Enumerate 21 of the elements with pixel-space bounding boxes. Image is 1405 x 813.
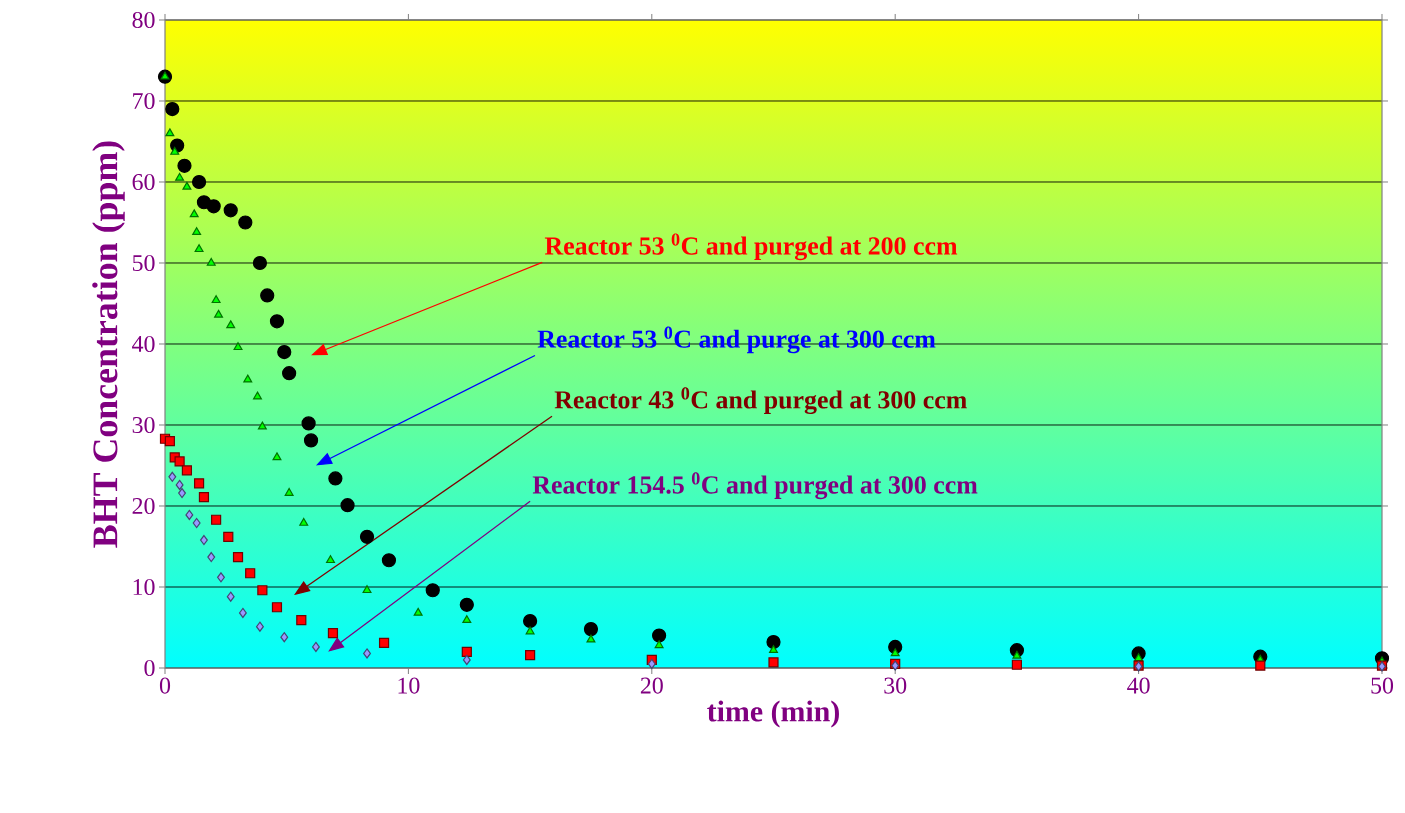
x-tick-label: 40 [1127,677,1150,694]
x-tick-label: 10 [398,677,420,694]
x-tick-label: 30 [884,677,907,694]
y-tick-label: 30 [132,416,155,434]
x-tick-label: 0 [159,677,171,694]
annotation: Reactor 53 $^{0}$C and purged at 200 ccm [544,233,958,261]
y-tick-label: 40 [132,335,155,353]
y-tick-label: 70 [133,92,155,110]
annotation: Reactor 53 $^{0}$C and purge at 300 ccm [537,326,936,354]
y-tick-label: 50 [132,254,155,272]
x-tick-label: 20 [640,677,663,694]
x-tick-label: 50 [1371,677,1394,694]
annotation: Reactor 43 $^{0}$C and purged at 300 ccm [554,387,967,415]
y-axis-title: BHT Concentration (ppm) [92,141,125,548]
annotation: Reactor 154.5 $^{0}$C and purged at 300 ccm [532,472,978,500]
y-tick-label: 80 [132,11,155,29]
x-axis-title: time (min) [707,700,839,728]
y-tick-label: 20 [132,497,155,515]
y-tick-label: 10 [133,578,155,596]
y-tick-label: 0 [144,659,155,677]
y-tick-label: 60 [132,173,155,191]
